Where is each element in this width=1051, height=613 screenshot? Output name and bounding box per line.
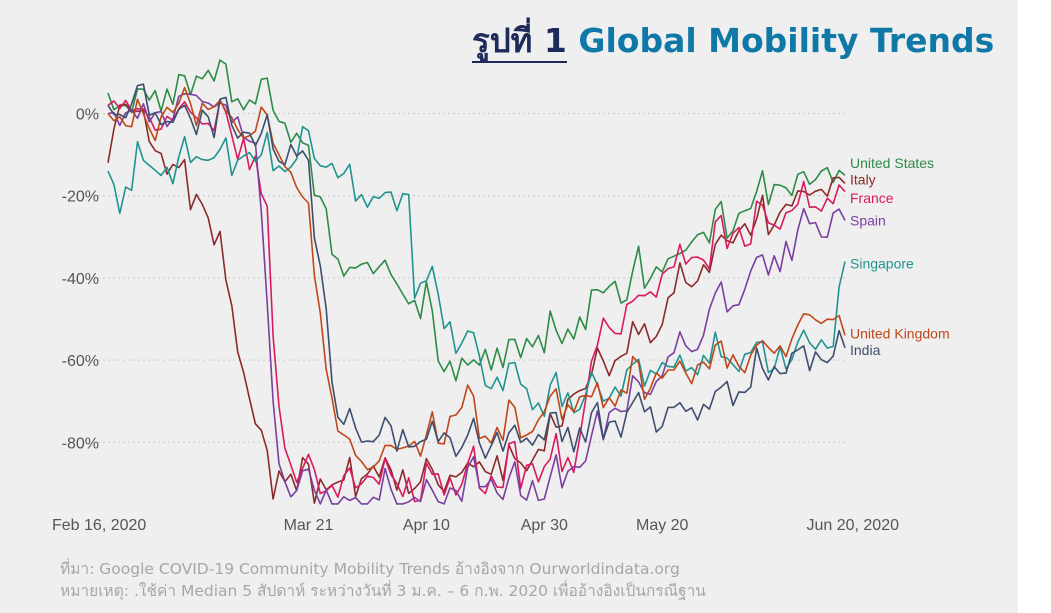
- y-tick-label: -60%: [62, 353, 99, 370]
- x-tick-label: Apr 10: [403, 517, 450, 534]
- source-note: ที่มา: Google COVID-19 Community Mobilit…: [60, 560, 680, 578]
- chart-panel: [0, 0, 1018, 613]
- title-main: Global Mobility Trends: [578, 21, 995, 60]
- legend-spain: Spain: [850, 212, 886, 228]
- legend-united-states: United States: [850, 155, 934, 171]
- x-tick-label: Apr 30: [521, 517, 568, 534]
- legend-italy: Italy: [850, 171, 876, 187]
- legend-france: France: [850, 190, 894, 206]
- x-tick-label: Jun 20, 2020: [806, 517, 899, 534]
- y-tick-label: -80%: [62, 435, 99, 452]
- y-tick-label: -40%: [62, 271, 99, 288]
- series-line-united-states: [107, 59, 846, 382]
- y-tick-label: -20%: [62, 189, 99, 206]
- chart-title: รูปที่ 1 Global Mobility Trends: [472, 14, 994, 67]
- x-tick-label: May 20: [636, 517, 689, 534]
- mobility-line-chart: 0% -20% -40% -60% -80% Feb 16, 2020 Mar 21 Apr …: [52, 59, 950, 534]
- legend-united-kingdom: United Kingdom: [850, 325, 950, 341]
- series-line-united-kingdom: [107, 86, 846, 471]
- y-tick-label: 0%: [76, 107, 99, 124]
- series-line-india: [107, 83, 846, 459]
- legend-singapore: Singapore: [850, 256, 914, 272]
- title-prefix: รูปที่ 1: [472, 21, 567, 63]
- remark-note: หมายเหตุ: .ใช้ค่า Median 5 สัปดาห์ ระหว่…: [60, 582, 706, 600]
- legend-india: India: [850, 342, 881, 358]
- x-tick-label: Mar 21: [284, 517, 334, 534]
- series-line-france: [107, 99, 846, 503]
- series-line-singapore: [107, 125, 846, 418]
- series-line-italy: [107, 103, 846, 504]
- x-tick-label: Feb 16, 2020: [52, 517, 146, 534]
